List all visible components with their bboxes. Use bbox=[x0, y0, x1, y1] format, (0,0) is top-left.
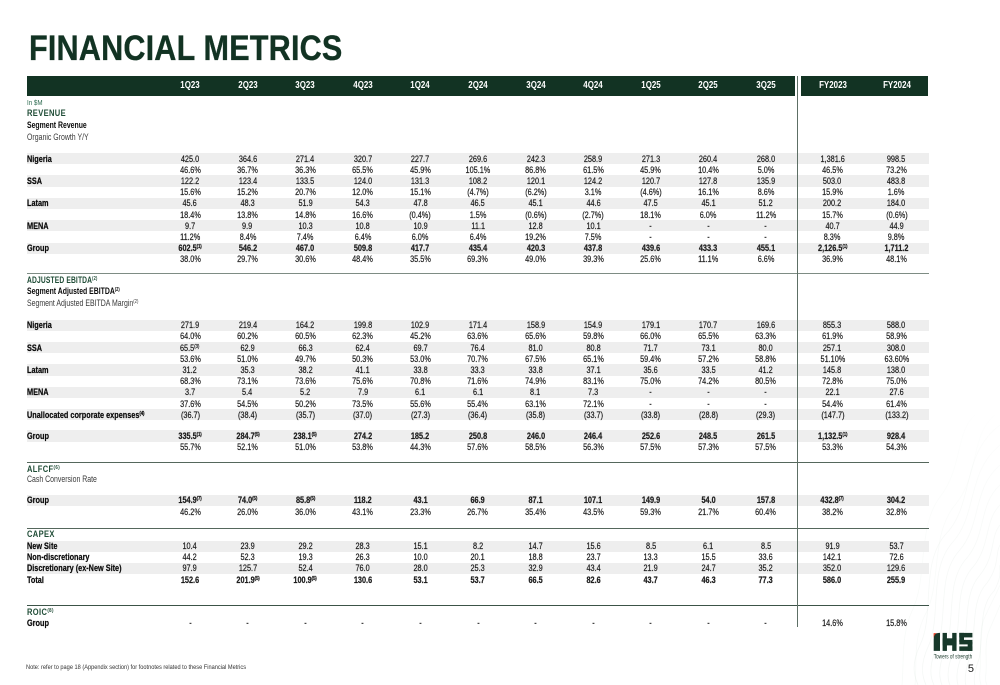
svg-text:Towers of strength: Towers of strength bbox=[934, 655, 973, 661]
